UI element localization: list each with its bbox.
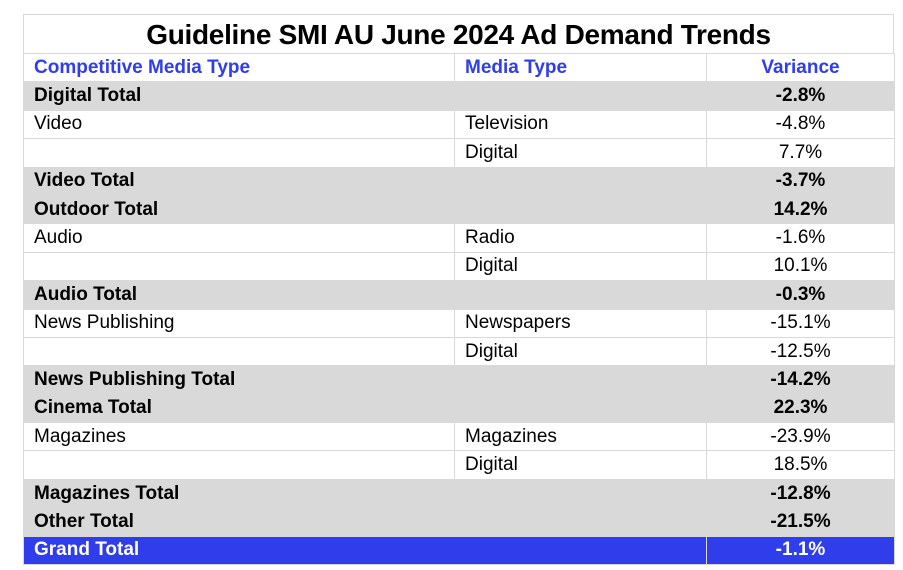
variance-cell: -1.1% bbox=[706, 535, 895, 566]
header-competitive-media-type: Competitive Media Type bbox=[23, 52, 455, 83]
header-row: Competitive Media Type Media Type Varian… bbox=[23, 52, 895, 83]
table-title: Guideline SMI AU June 2024 Ad Demand Tre… bbox=[23, 14, 894, 53]
total-label: Video Total bbox=[23, 166, 707, 196]
competitive-media-type-cell: News Publishing bbox=[23, 308, 455, 338]
ad-demand-table-container: Guideline SMI AU June 2024 Ad Demand Tre… bbox=[23, 14, 895, 566]
variance-cell: -2.8% bbox=[706, 81, 895, 111]
total-row: Video Total -3.7% bbox=[23, 166, 895, 196]
table-body: Digital Total -2.8% Video Television -4.8% Di… bbox=[23, 81, 895, 566]
variance-cell: -12.5% bbox=[706, 336, 895, 367]
competitive-media-type-cell bbox=[23, 138, 455, 168]
competitive-media-type-cell: Audio bbox=[23, 223, 455, 253]
competitive-media-type-cell bbox=[23, 336, 455, 367]
variance-cell: -15.1% bbox=[706, 308, 895, 338]
competitive-media-type-cell bbox=[23, 251, 455, 282]
table-row: Magazines Magazines -23.9% bbox=[23, 422, 895, 452]
media-type-cell: Newspapers bbox=[454, 308, 707, 338]
total-row: Other Total -21.5% bbox=[23, 507, 895, 537]
total-row: Audio Total -0.3% bbox=[23, 280, 895, 310]
table-row: Audio Radio -1.6% bbox=[23, 223, 895, 253]
variance-cell: -14.2% bbox=[706, 365, 895, 395]
variance-cell: -23.9% bbox=[706, 422, 895, 452]
media-type-cell: Television bbox=[454, 109, 707, 140]
variance-cell: -12.8% bbox=[706, 478, 895, 509]
media-type-cell: Digital bbox=[454, 251, 707, 282]
table-row: Digital 18.5% bbox=[23, 450, 895, 480]
media-type-cell: Magazines bbox=[454, 422, 707, 452]
grand-total-row: Grand Total -1.1% bbox=[23, 535, 895, 566]
variance-cell: -21.5% bbox=[706, 507, 895, 537]
total-label: Magazines Total bbox=[23, 478, 707, 509]
variance-cell: 22.3% bbox=[706, 393, 895, 424]
table-row: Digital 7.7% bbox=[23, 138, 895, 168]
media-type-cell: Radio bbox=[454, 223, 707, 253]
grand-total-label: Grand Total bbox=[23, 535, 707, 566]
total-row: Cinema Total 22.3% bbox=[23, 393, 895, 424]
variance-cell: -1.6% bbox=[706, 223, 895, 253]
total-row: Outdoor Total 14.2% bbox=[23, 194, 895, 225]
variance-cell: -0.3% bbox=[706, 280, 895, 310]
variance-cell: -4.8% bbox=[706, 109, 895, 140]
variance-cell: 10.1% bbox=[706, 251, 895, 282]
variance-cell: 7.7% bbox=[706, 138, 895, 168]
total-label: Digital Total bbox=[23, 81, 707, 111]
total-label: Outdoor Total bbox=[23, 194, 707, 225]
total-label: Audio Total bbox=[23, 280, 707, 310]
media-type-cell: Digital bbox=[454, 138, 707, 168]
header-variance: Variance bbox=[706, 52, 895, 83]
variance-cell: -3.7% bbox=[706, 166, 895, 196]
total-label: Cinema Total bbox=[23, 393, 707, 424]
competitive-media-type-cell: Magazines bbox=[23, 422, 455, 452]
total-row: Magazines Total -12.8% bbox=[23, 478, 895, 509]
total-label: Other Total bbox=[23, 507, 707, 537]
total-row: News Publishing Total -14.2% bbox=[23, 365, 895, 395]
media-type-cell: Digital bbox=[454, 450, 707, 480]
media-type-cell: Digital bbox=[454, 336, 707, 367]
total-label: News Publishing Total bbox=[23, 365, 707, 395]
variance-cell: 18.5% bbox=[706, 450, 895, 480]
ad-demand-table: Competitive Media Type Media Type Varian… bbox=[23, 52, 895, 566]
total-row: Digital Total -2.8% bbox=[23, 81, 895, 111]
table-row: News Publishing Newspapers -15.1% bbox=[23, 308, 895, 338]
competitive-media-type-cell bbox=[23, 450, 455, 480]
competitive-media-type-cell: Video bbox=[23, 109, 455, 140]
header-media-type: Media Type bbox=[454, 52, 707, 83]
table-row: Video Television -4.8% bbox=[23, 109, 895, 140]
table-row: Digital 10.1% bbox=[23, 251, 895, 282]
table-row: Digital -12.5% bbox=[23, 336, 895, 367]
variance-cell: 14.2% bbox=[706, 194, 895, 225]
